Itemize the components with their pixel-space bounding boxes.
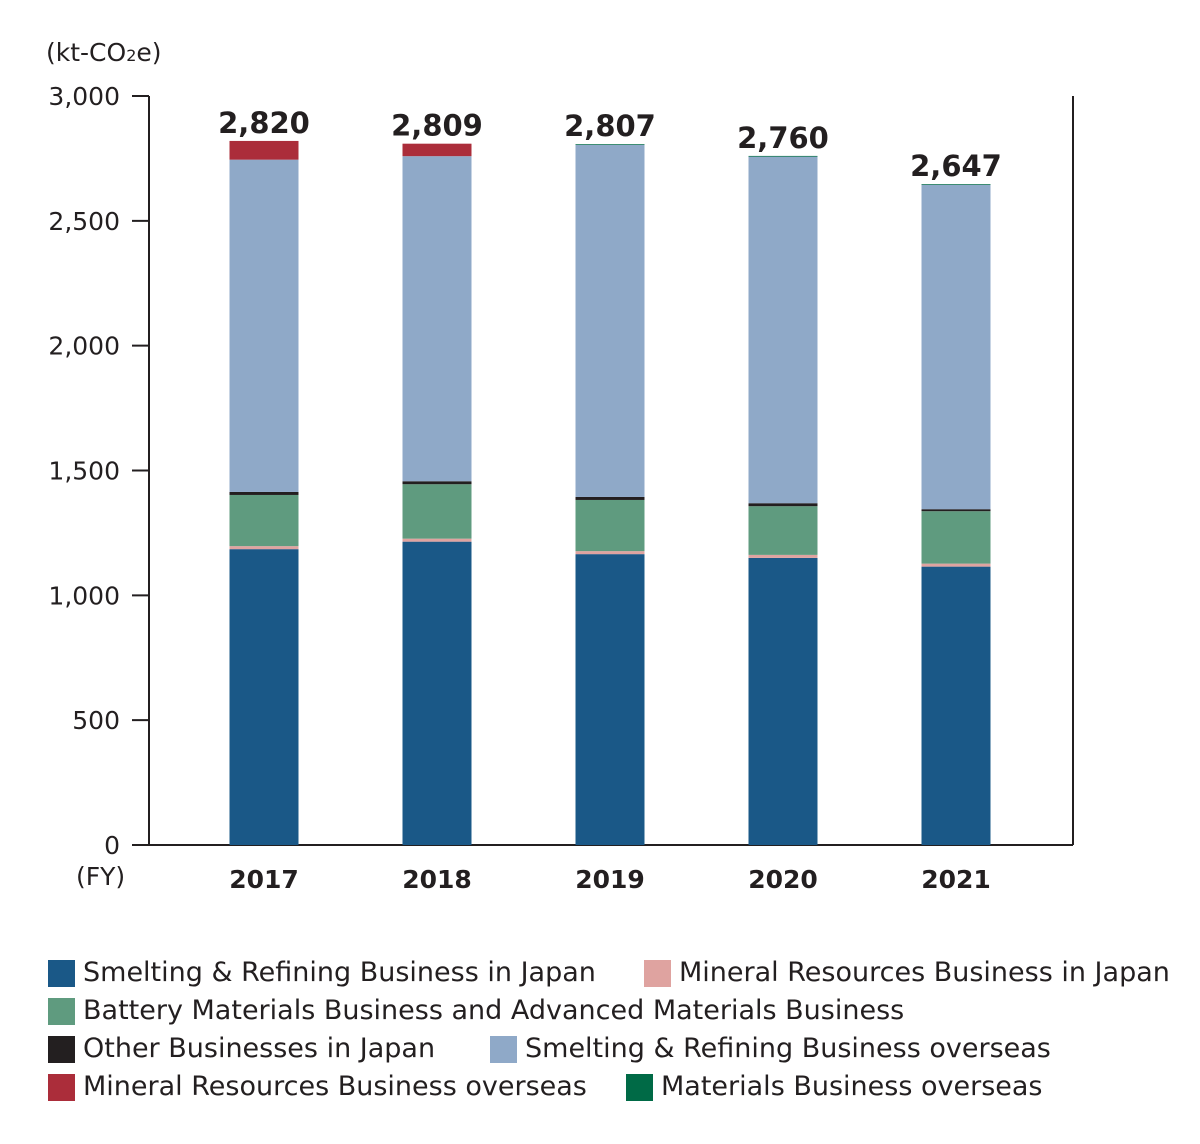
legend-label: Other Businesses in Japan [83,1033,436,1064]
legend-swatch [48,1073,75,1101]
legend-item: Mineral Resources Business in Japan [644,954,1170,992]
x-tick-label: 2019 [575,865,645,894]
y-tick-label: 2,500 [48,207,120,236]
legend-label: Materials Business overseas [661,1071,1043,1102]
total-label: 2,820 [218,106,310,140]
bar-segment [748,155,818,157]
bar-segment [402,143,472,157]
bar-segment [748,506,818,555]
bar-segment [921,566,991,845]
bar-segment [229,549,299,845]
bar-segment [748,554,818,558]
legend-swatch [490,1035,517,1063]
legend-label: Mineral Resources Business in Japan [679,957,1170,988]
legend-label: Battery Materials Business and Advanced … [83,995,905,1026]
legend-swatch [48,997,75,1025]
legend-swatch [48,959,75,987]
bar-segment [575,144,645,145]
legend-item: Smelting & Refining Business overseas [490,1030,1051,1068]
legend-label: Mineral Resources Business overseas [83,1071,587,1102]
bar-segment [229,491,299,495]
y-axis: 0 500 1,000 1,500 2,000 2,500 3,000 [48,82,149,860]
bar-segment [921,509,991,512]
bar-segment [921,563,991,567]
bar-segment [575,144,645,497]
total-label: 2,809 [391,109,483,143]
bar-segment [229,140,299,160]
bar-segment [921,184,991,185]
bar-segment [748,156,818,504]
x-axis-label: (FY) [76,862,126,891]
bar-segment [921,511,991,564]
total-label: 2,760 [737,121,829,155]
legend-swatch [626,1073,653,1101]
bar-segment [402,156,472,482]
legend: Smelting & Refining Business in Japan Mi… [48,954,1188,1106]
y-tick-label: 0 [104,831,120,860]
x-tick-label: 2017 [229,865,299,894]
bar-segment [402,484,472,539]
total-label: 2,647 [910,149,1002,183]
bar-segment [402,538,472,542]
x-axis: 2017 2018 2019 2020 2021 [229,865,991,894]
y-tick-label: 500 [72,706,120,735]
bars [229,140,991,845]
total-labels: 2,820 2,809 2,807 2,760 2,647 [218,106,1002,183]
legend-swatch [48,1035,75,1063]
bar-segment [402,481,472,485]
bar-segment [748,557,818,845]
legend-item: Mineral Resources Business overseas [48,1068,587,1106]
bar-segment [748,503,818,507]
legend-item: Smelting & Refining Business in Japan [48,954,596,992]
bar-segment [575,551,645,555]
bar-segment [229,159,299,492]
x-tick-label: 2020 [748,865,818,894]
bar-segment [575,554,645,845]
bar-segment [921,184,991,510]
y-tick-label: 1,000 [48,581,120,610]
legend-item: Materials Business overseas [626,1068,1042,1106]
bar-segment [229,494,299,547]
legend-label: Smelting & Refining Business overseas [525,1033,1051,1064]
y-tick-label: 1,500 [48,457,120,486]
x-tick-label: 2021 [921,865,991,894]
y-tick-label: 2,000 [48,332,120,361]
legend-item: Battery Materials Business and Advanced … [48,992,904,1030]
bar-segment [402,541,472,845]
legend-swatch [644,959,671,987]
legend-item: Other Businesses in Japan [48,1030,435,1068]
total-label: 2,807 [564,109,656,143]
y-axis-unit: (kt-CO2e) [46,38,162,67]
bar-segment [575,499,645,552]
legend-label: Smelting & Refining Business in Japan [83,957,596,988]
x-tick-label: 2018 [402,865,472,894]
bar-segment [575,496,645,500]
bar-segment [229,546,299,550]
y-tick-label: 3,000 [48,82,120,111]
